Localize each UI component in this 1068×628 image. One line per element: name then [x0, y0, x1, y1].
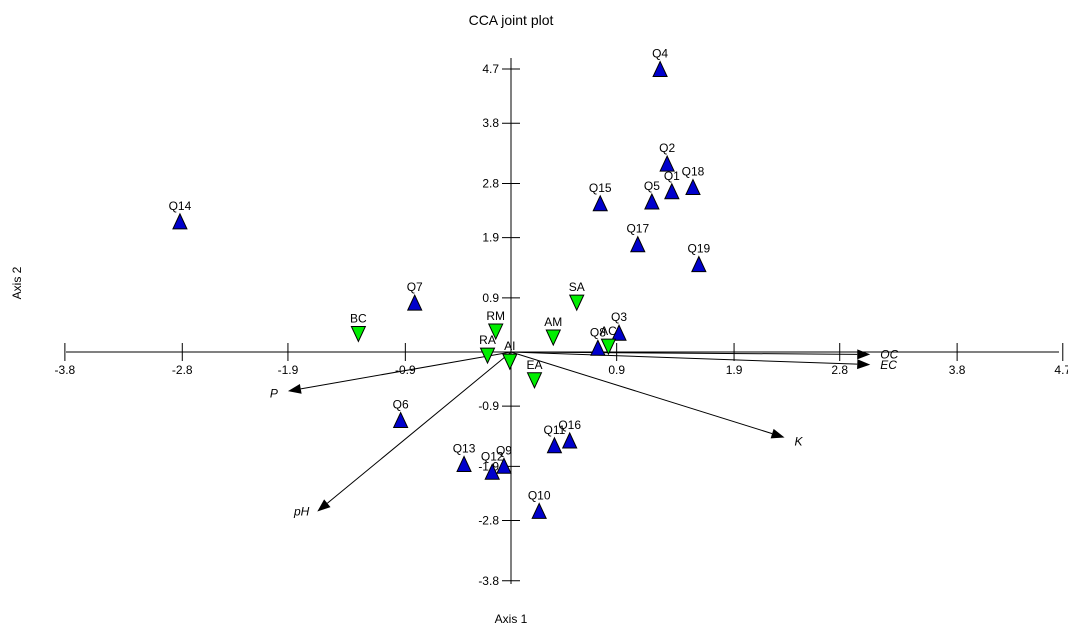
sample-label: Q14: [169, 199, 192, 213]
sample-marker: [590, 339, 606, 356]
sample-marker: [484, 463, 501, 480]
y-axis-label: Axis 2: [10, 266, 24, 299]
sample-label: Q9: [496, 443, 512, 457]
sample-marker: [691, 255, 707, 273]
sample-marker: [456, 455, 472, 472]
species-marker: [526, 372, 543, 389]
vector-label: OC: [880, 348, 898, 362]
vector-arrowhead: [857, 349, 871, 360]
sample-label: Q11: [544, 423, 566, 437]
x-tick-label: 4.7: [1054, 363, 1068, 377]
sample-label: Q19: [687, 242, 710, 256]
species-label: RA: [479, 333, 496, 347]
x-axis-label: Axis 1: [495, 612, 528, 626]
sample-label: Q1: [664, 169, 680, 183]
species-marker: [487, 323, 504, 341]
vector-arrowhead: [287, 383, 302, 394]
species-marker: [350, 325, 367, 343]
x-tick-label: 0.9: [608, 363, 625, 377]
chart-title: CCA joint plot: [469, 12, 554, 28]
species-label: AM: [544, 315, 562, 329]
y-tick-label: 2.8: [482, 176, 499, 190]
sample-label: Q12: [481, 449, 504, 463]
vector-label: pH: [293, 505, 310, 519]
sample-marker: [659, 154, 675, 172]
vector-arrowhead: [317, 499, 331, 512]
x-tick-label: 1.9: [726, 363, 743, 377]
vector-line: [510, 351, 858, 365]
species-label: RM: [486, 309, 505, 323]
species-label: AC: [600, 324, 617, 338]
species-marker: [502, 353, 518, 371]
sample-marker: [592, 194, 609, 212]
sample-marker: [496, 457, 512, 474]
sample-label: Q17: [626, 222, 649, 236]
sample-marker: [392, 411, 409, 429]
sample-marker: [652, 60, 668, 78]
species-marker: [479, 347, 496, 365]
sample-marker: [406, 293, 423, 311]
y-tick-label: 3.8: [482, 116, 499, 130]
x-tick-label: -2.8: [172, 363, 193, 377]
sample-marker: [561, 431, 578, 449]
sample-label: Q10: [528, 488, 551, 502]
species-marker: [545, 329, 562, 347]
vector-line: [327, 351, 512, 504]
vector-label: K: [795, 435, 804, 449]
y-tick-label: -2.8: [478, 514, 499, 528]
y-tick-label: 4.7: [482, 62, 499, 76]
sample-label: Q6: [393, 398, 409, 412]
sample-label: Q8: [590, 325, 606, 339]
sample-marker: [172, 212, 188, 230]
sample-label: Q13: [453, 441, 476, 455]
y-tick-label: 0.9: [482, 291, 499, 305]
y-tick-label: -3.8: [478, 574, 499, 588]
species-marker: [600, 338, 617, 356]
x-tick-label: -1.9: [278, 363, 299, 377]
sample-label: Q15: [589, 181, 612, 195]
sample-marker: [611, 324, 627, 341]
species-label: BC: [350, 311, 367, 325]
sample-label: Q5: [644, 179, 660, 193]
sample-marker: [664, 182, 680, 200]
vector-line: [300, 351, 512, 390]
species-label: AI: [504, 339, 515, 353]
y-tick-label: 1.9: [482, 231, 499, 245]
x-tick-label: 2.8: [831, 363, 848, 377]
sample-marker: [546, 436, 563, 454]
y-tick-label: -0.9: [478, 399, 499, 413]
vector-arrowhead: [857, 359, 871, 370]
species-marker: [568, 294, 585, 312]
vector-label: EC: [880, 358, 897, 372]
vector-line: [510, 351, 773, 435]
sample-marker: [685, 178, 701, 196]
sample-label: Q16: [558, 418, 581, 432]
vector-label: P: [270, 387, 278, 401]
species-label: EA: [526, 358, 542, 372]
sample-label: Q3: [611, 310, 627, 324]
species-label: SA: [569, 280, 585, 294]
sample-marker: [644, 192, 660, 210]
sample-label: Q2: [659, 141, 675, 155]
x-tick-label: -3.8: [55, 363, 76, 377]
x-tick-label: 3.8: [949, 363, 966, 377]
vector-line: [510, 351, 858, 355]
sample-marker: [531, 502, 547, 519]
sample-label: Q7: [407, 280, 423, 294]
sample-label: Q18: [682, 165, 705, 179]
vector-arrowhead: [770, 428, 785, 439]
sample-label: Q4: [652, 47, 668, 61]
sample-marker: [630, 235, 646, 253]
